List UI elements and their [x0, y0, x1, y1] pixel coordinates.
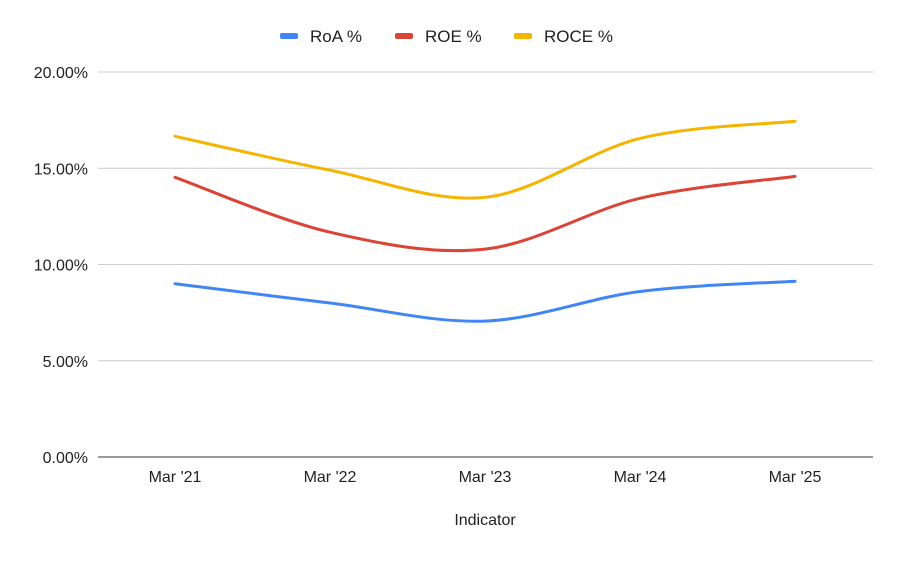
series-line [173, 119, 797, 200]
y-axis-ticks: 0.00% 5.00% 10.00% 15.00% 20.00% [34, 65, 88, 467]
x-axis-ticks: Mar '21 Mar '22 Mar '23 Mar '24 Mar '25 [149, 469, 822, 486]
legend-label: ROCE % [544, 27, 613, 46]
y-tick-label: 15.00% [34, 161, 88, 178]
legend: RoA % ROE % ROCE % [280, 27, 613, 46]
y-tick-label: 10.00% [34, 258, 88, 275]
legend-swatch [395, 33, 413, 39]
x-tick-label: Mar '22 [304, 469, 357, 486]
y-tick-label: 5.00% [43, 354, 88, 371]
x-tick-label: Mar '25 [769, 469, 822, 486]
x-tick-label: Mar '23 [459, 469, 512, 486]
series-lines [173, 119, 797, 323]
x-tick-label: Mar '24 [614, 469, 667, 486]
x-tick-label: Mar '21 [149, 469, 202, 486]
legend-label: ROE % [425, 27, 482, 46]
series-line [173, 174, 797, 253]
x-axis-label: Indicator [454, 512, 516, 529]
legend-swatch [280, 33, 298, 39]
legend-swatch [514, 33, 532, 39]
legend-label: RoA % [310, 27, 362, 46]
y-tick-label: 0.00% [43, 450, 88, 467]
gridlines [98, 71, 873, 458]
y-tick-label: 20.00% [34, 65, 88, 82]
series-line [173, 279, 797, 323]
